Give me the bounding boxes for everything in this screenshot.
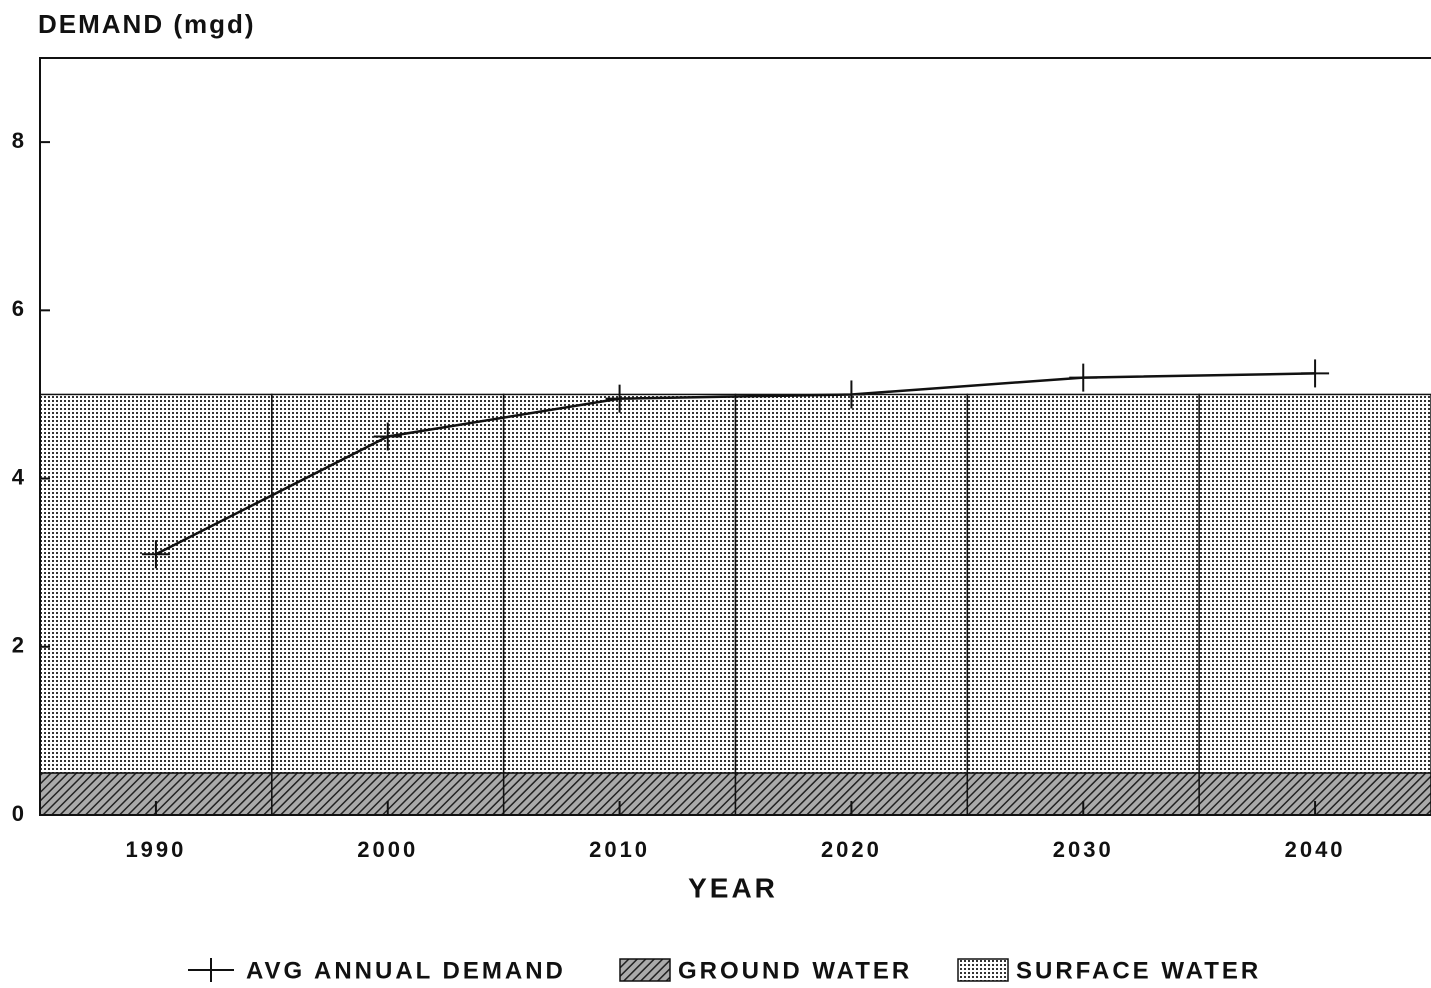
x-tick-label: 1990 [125,837,186,862]
y-tick-label: 0 [12,801,24,826]
bar [271,393,505,774]
x-tick-label: 2010 [589,837,650,862]
plot-frame [39,57,1431,816]
x-tick-label: 2040 [1285,837,1346,862]
x-tick-label: 2020 [821,837,882,862]
bar [502,393,737,774]
legend-label: SURFACE WATER [1016,957,1261,984]
legend-swatch [619,958,671,982]
x-tick-label: 2000 [357,837,418,862]
marker [373,422,402,451]
marker [837,380,866,409]
y-tick-label: 4 [12,464,25,489]
y-tick-label: 8 [12,128,24,153]
y-tick-label: 6 [12,296,24,321]
bar [966,393,1200,774]
y-tick-label: 2 [12,633,24,658]
demand-line [155,372,1316,556]
bar [734,393,969,774]
marker [605,384,634,413]
legend-label: GROUND WATER [678,957,912,984]
marker [1301,359,1330,388]
marker [141,540,170,569]
bar [1198,393,1431,774]
legend-item: SURFACE WATER [957,957,1261,984]
legend-item: AVG ANNUAL DEMAND [188,957,566,984]
marker [1069,363,1098,392]
chart-title: DEMAND (mgd) [38,9,256,39]
legend-swatch [957,958,1009,982]
x-tick-label: 2030 [1053,837,1114,862]
legend-item: GROUND WATER [619,957,912,984]
x-axis-label: YEAR [688,872,778,903]
legend-label: AVG ANNUAL DEMAND [246,957,566,984]
bar [39,393,273,774]
